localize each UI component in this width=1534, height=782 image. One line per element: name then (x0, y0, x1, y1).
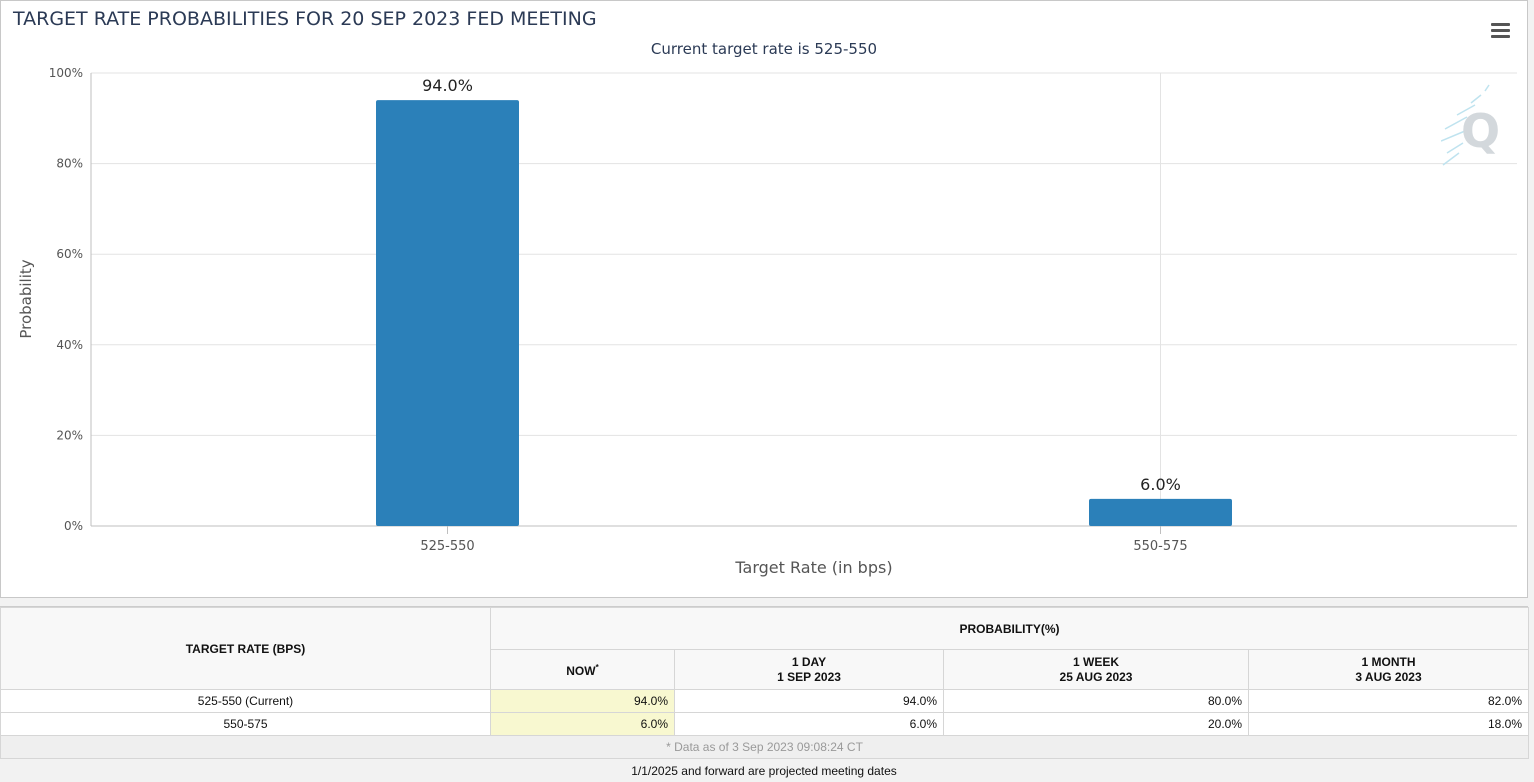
table-row: 550-575 6.0% 6.0% 20.0% 18.0% (0, 712, 1529, 736)
column-header-1-day: 1 DAY 1 SEP 2023 (674, 649, 944, 690)
rate-cell: 550-575 (0, 712, 491, 736)
chart-subtitle: Current target rate is 525-550 (650, 40, 878, 58)
month-value-cell: 18.0% (1248, 712, 1529, 736)
month-value-cell: 82.0% (1248, 689, 1529, 713)
hamburger-menu-icon[interactable] (1487, 19, 1515, 43)
day-value-cell: 6.0% (674, 712, 944, 736)
bar-chart: 0% 20% 40% 60% 80% 100% 94.0% 525-550 6.0% 550-57… (17, 66, 1517, 577)
svg-text:Q: Q (1461, 104, 1500, 158)
data-label: 6.0% (1140, 475, 1181, 494)
week-value-cell: 20.0% (943, 712, 1249, 736)
rate-cell: 525-550 (Current) (0, 689, 491, 713)
y-tick-label: 20% (56, 428, 83, 442)
x-axis-title: Target Rate (in bps) (734, 558, 892, 577)
q-logo-watermark: Q (1441, 84, 1500, 166)
now-value-cell: 94.0% (490, 689, 675, 713)
table-row: 525-550 (Current) 94.0% 94.0% 80.0% 82.0… (0, 689, 1529, 713)
x-tick-label: 550-575 (1133, 539, 1187, 554)
y-tick-label: 80% (56, 157, 83, 171)
y-tick-label: 60% (56, 247, 83, 261)
probability-table: TARGET RATE (BPS) PROBABILITY(%) NOW* 1 … (0, 606, 1529, 759)
column-header-now: NOW* (490, 649, 675, 690)
data-label: 94.0% (422, 76, 473, 95)
day-value-cell: 94.0% (674, 689, 944, 713)
x-tick-label: 525-550 (420, 539, 474, 554)
chart-panel: 0% 20% 40% 60% 80% 100% 94.0% 525-550 6.0% 550-57… (0, 0, 1528, 598)
y-tick-label: 0% (64, 519, 83, 533)
column-header-1-week: 1 WEEK 25 AUG 2023 (943, 649, 1249, 690)
column-header-1-month: 1 MONTH 3 AUG 2023 (1248, 649, 1529, 690)
chart-title: TARGET RATE PROBABILITIES FOR 20 SEP 202… (13, 8, 597, 30)
bar-550-575 (1089, 498, 1232, 526)
bar-525-550 (376, 100, 519, 527)
data-timestamp-footnote: * Data as of 3 Sep 2023 09:08:24 CT (0, 735, 1529, 759)
projected-dates-note: 1/1/2025 and forward are projected meeti… (631, 764, 897, 778)
y-tick-label: 100% (49, 66, 83, 80)
target-rate-header: TARGET RATE (BPS) (0, 607, 491, 690)
y-tick-label: 40% (56, 338, 83, 352)
probability-header: PROBABILITY(%) (490, 607, 1529, 650)
now-value-cell: 6.0% (490, 712, 675, 736)
y-axis-title: Probability (17, 259, 35, 338)
week-value-cell: 80.0% (943, 689, 1249, 713)
